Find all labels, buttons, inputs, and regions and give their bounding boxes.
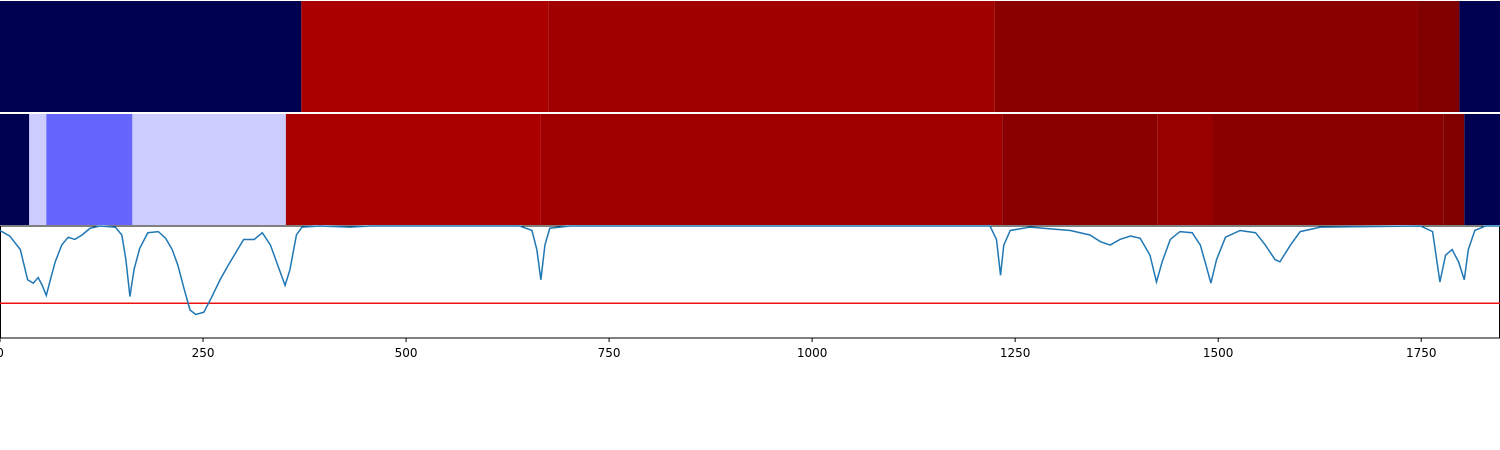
segment: [548, 1, 995, 112]
segment: [46, 114, 133, 225]
x-tick-label: 750: [598, 346, 621, 360]
x-tick-label: 0: [0, 346, 4, 360]
segment: [0, 1, 302, 112]
segment: [1157, 114, 1213, 225]
x-tick-label: 1500: [1203, 346, 1234, 360]
x-tick-label: 250: [192, 346, 215, 360]
segment: [1212, 114, 1444, 225]
x-tick-label: 1750: [1406, 346, 1437, 360]
segment: [540, 114, 1003, 225]
segment: [1443, 114, 1465, 225]
segment: [29, 114, 47, 225]
segment: [0, 114, 30, 225]
segment: [1002, 114, 1158, 225]
x-tick-label: 1000: [797, 346, 828, 360]
segment: [1464, 114, 1500, 225]
x-tick-label: 1250: [1000, 346, 1031, 360]
x-tick-label: 500: [395, 346, 418, 360]
line: [0, 225, 1500, 316]
segment: [1459, 1, 1500, 112]
segment: [994, 1, 1418, 112]
segment: [285, 114, 541, 225]
segment: [1417, 1, 1460, 112]
segment: [301, 1, 549, 112]
plot-frame: [0, 225, 1500, 339]
segment: [132, 114, 286, 225]
